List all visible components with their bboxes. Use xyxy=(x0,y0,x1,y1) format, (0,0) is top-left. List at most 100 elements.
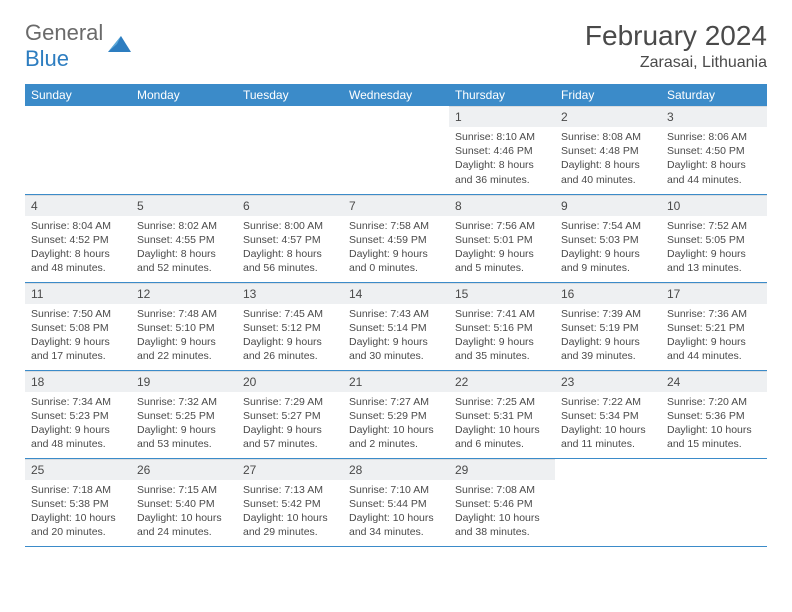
day-content: Sunrise: 7:13 AMSunset: 5:42 PMDaylight:… xyxy=(237,480,343,545)
day-number: 2 xyxy=(555,106,661,127)
day-number: 1 xyxy=(449,106,555,127)
day-number: 12 xyxy=(131,283,237,304)
weekday-header: Tuesday xyxy=(237,84,343,106)
calendar-cell xyxy=(131,106,237,194)
calendar-row: 1Sunrise: 8:10 AMSunset: 4:46 PMDaylight… xyxy=(25,106,767,194)
day-content: Sunrise: 7:29 AMSunset: 5:27 PMDaylight:… xyxy=(237,392,343,457)
day-content: Sunrise: 7:45 AMSunset: 5:12 PMDaylight:… xyxy=(237,304,343,369)
day-content: Sunrise: 7:52 AMSunset: 5:05 PMDaylight:… xyxy=(661,216,767,281)
day-content: Sunrise: 7:58 AMSunset: 4:59 PMDaylight:… xyxy=(343,216,449,281)
calendar-cell xyxy=(555,458,661,546)
logo-part2: Blue xyxy=(25,46,69,71)
day-number: 14 xyxy=(343,283,449,304)
day-number: 24 xyxy=(661,371,767,392)
day-number: 16 xyxy=(555,283,661,304)
day-content: Sunrise: 7:50 AMSunset: 5:08 PMDaylight:… xyxy=(25,304,131,369)
month-title: February 2024 xyxy=(585,20,767,52)
day-number: 10 xyxy=(661,195,767,216)
day-content: Sunrise: 8:08 AMSunset: 4:48 PMDaylight:… xyxy=(555,127,661,192)
day-content: Sunrise: 7:25 AMSunset: 5:31 PMDaylight:… xyxy=(449,392,555,457)
day-content: Sunrise: 8:02 AMSunset: 4:55 PMDaylight:… xyxy=(131,216,237,281)
calendar-cell: 2Sunrise: 8:08 AMSunset: 4:48 PMDaylight… xyxy=(555,106,661,194)
calendar-cell xyxy=(343,106,449,194)
header: General Blue February 2024 Zarasai, Lith… xyxy=(25,20,767,72)
calendar-cell: 27Sunrise: 7:13 AMSunset: 5:42 PMDayligh… xyxy=(237,458,343,546)
day-content: Sunrise: 7:41 AMSunset: 5:16 PMDaylight:… xyxy=(449,304,555,369)
day-number: 19 xyxy=(131,371,237,392)
weekday-header: Monday xyxy=(131,84,237,106)
day-content: Sunrise: 8:10 AMSunset: 4:46 PMDaylight:… xyxy=(449,127,555,192)
calendar-head: SundayMondayTuesdayWednesdayThursdayFrid… xyxy=(25,84,767,106)
day-number: 5 xyxy=(131,195,237,216)
day-content: Sunrise: 7:56 AMSunset: 5:01 PMDaylight:… xyxy=(449,216,555,281)
day-number: 15 xyxy=(449,283,555,304)
logo-part1: General xyxy=(25,20,103,45)
calendar-cell: 19Sunrise: 7:32 AMSunset: 5:25 PMDayligh… xyxy=(131,370,237,458)
calendar-cell: 28Sunrise: 7:10 AMSunset: 5:44 PMDayligh… xyxy=(343,458,449,546)
day-content: Sunrise: 7:36 AMSunset: 5:21 PMDaylight:… xyxy=(661,304,767,369)
calendar-cell: 17Sunrise: 7:36 AMSunset: 5:21 PMDayligh… xyxy=(661,282,767,370)
calendar-body: 1Sunrise: 8:10 AMSunset: 4:46 PMDaylight… xyxy=(25,106,767,546)
day-content: Sunrise: 8:04 AMSunset: 4:52 PMDaylight:… xyxy=(25,216,131,281)
day-content: Sunrise: 7:39 AMSunset: 5:19 PMDaylight:… xyxy=(555,304,661,369)
calendar-cell: 20Sunrise: 7:29 AMSunset: 5:27 PMDayligh… xyxy=(237,370,343,458)
calendar-cell: 25Sunrise: 7:18 AMSunset: 5:38 PMDayligh… xyxy=(25,458,131,546)
day-content: Sunrise: 8:06 AMSunset: 4:50 PMDaylight:… xyxy=(661,127,767,192)
calendar-cell xyxy=(237,106,343,194)
day-content: Sunrise: 7:15 AMSunset: 5:40 PMDaylight:… xyxy=(131,480,237,545)
day-number: 23 xyxy=(555,371,661,392)
calendar-cell: 16Sunrise: 7:39 AMSunset: 5:19 PMDayligh… xyxy=(555,282,661,370)
day-content: Sunrise: 7:20 AMSunset: 5:36 PMDaylight:… xyxy=(661,392,767,457)
calendar-cell: 9Sunrise: 7:54 AMSunset: 5:03 PMDaylight… xyxy=(555,194,661,282)
day-number: 21 xyxy=(343,371,449,392)
day-number: 29 xyxy=(449,459,555,480)
calendar-cell: 13Sunrise: 7:45 AMSunset: 5:12 PMDayligh… xyxy=(237,282,343,370)
day-number: 28 xyxy=(343,459,449,480)
day-number: 27 xyxy=(237,459,343,480)
calendar-cell xyxy=(25,106,131,194)
calendar-cell: 1Sunrise: 8:10 AMSunset: 4:46 PMDaylight… xyxy=(449,106,555,194)
calendar-cell: 18Sunrise: 7:34 AMSunset: 5:23 PMDayligh… xyxy=(25,370,131,458)
day-number: 3 xyxy=(661,106,767,127)
day-content: Sunrise: 7:08 AMSunset: 5:46 PMDaylight:… xyxy=(449,480,555,545)
logo-triangle-icon xyxy=(107,34,133,59)
calendar-cell: 5Sunrise: 8:02 AMSunset: 4:55 PMDaylight… xyxy=(131,194,237,282)
day-content: Sunrise: 7:48 AMSunset: 5:10 PMDaylight:… xyxy=(131,304,237,369)
calendar-row: 18Sunrise: 7:34 AMSunset: 5:23 PMDayligh… xyxy=(25,370,767,458)
day-number: 20 xyxy=(237,371,343,392)
weekday-header: Thursday xyxy=(449,84,555,106)
logo: General Blue xyxy=(25,20,133,72)
calendar-cell: 6Sunrise: 8:00 AMSunset: 4:57 PMDaylight… xyxy=(237,194,343,282)
calendar-cell: 21Sunrise: 7:27 AMSunset: 5:29 PMDayligh… xyxy=(343,370,449,458)
day-number: 4 xyxy=(25,195,131,216)
calendar-table: SundayMondayTuesdayWednesdayThursdayFrid… xyxy=(25,84,767,547)
logo-text: General Blue xyxy=(25,20,103,72)
day-content: Sunrise: 7:18 AMSunset: 5:38 PMDaylight:… xyxy=(25,480,131,545)
day-number: 7 xyxy=(343,195,449,216)
location: Zarasai, Lithuania xyxy=(585,54,767,72)
calendar-cell: 4Sunrise: 8:04 AMSunset: 4:52 PMDaylight… xyxy=(25,194,131,282)
calendar-cell: 22Sunrise: 7:25 AMSunset: 5:31 PMDayligh… xyxy=(449,370,555,458)
calendar-cell: 11Sunrise: 7:50 AMSunset: 5:08 PMDayligh… xyxy=(25,282,131,370)
calendar-cell: 3Sunrise: 8:06 AMSunset: 4:50 PMDaylight… xyxy=(661,106,767,194)
day-number: 22 xyxy=(449,371,555,392)
day-content: Sunrise: 8:00 AMSunset: 4:57 PMDaylight:… xyxy=(237,216,343,281)
day-content: Sunrise: 7:10 AMSunset: 5:44 PMDaylight:… xyxy=(343,480,449,545)
day-number: 11 xyxy=(25,283,131,304)
calendar-cell: 15Sunrise: 7:41 AMSunset: 5:16 PMDayligh… xyxy=(449,282,555,370)
weekday-header: Sunday xyxy=(25,84,131,106)
day-content: Sunrise: 7:54 AMSunset: 5:03 PMDaylight:… xyxy=(555,216,661,281)
calendar-cell: 10Sunrise: 7:52 AMSunset: 5:05 PMDayligh… xyxy=(661,194,767,282)
title-block: February 2024 Zarasai, Lithuania xyxy=(585,20,767,72)
calendar-cell: 24Sunrise: 7:20 AMSunset: 5:36 PMDayligh… xyxy=(661,370,767,458)
day-number: 9 xyxy=(555,195,661,216)
day-content: Sunrise: 7:43 AMSunset: 5:14 PMDaylight:… xyxy=(343,304,449,369)
day-content: Sunrise: 7:32 AMSunset: 5:25 PMDaylight:… xyxy=(131,392,237,457)
weekday-header: Saturday xyxy=(661,84,767,106)
day-number: 13 xyxy=(237,283,343,304)
calendar-cell: 29Sunrise: 7:08 AMSunset: 5:46 PMDayligh… xyxy=(449,458,555,546)
calendar-row: 4Sunrise: 8:04 AMSunset: 4:52 PMDaylight… xyxy=(25,194,767,282)
day-number: 8 xyxy=(449,195,555,216)
day-number: 18 xyxy=(25,371,131,392)
weekday-header: Friday xyxy=(555,84,661,106)
